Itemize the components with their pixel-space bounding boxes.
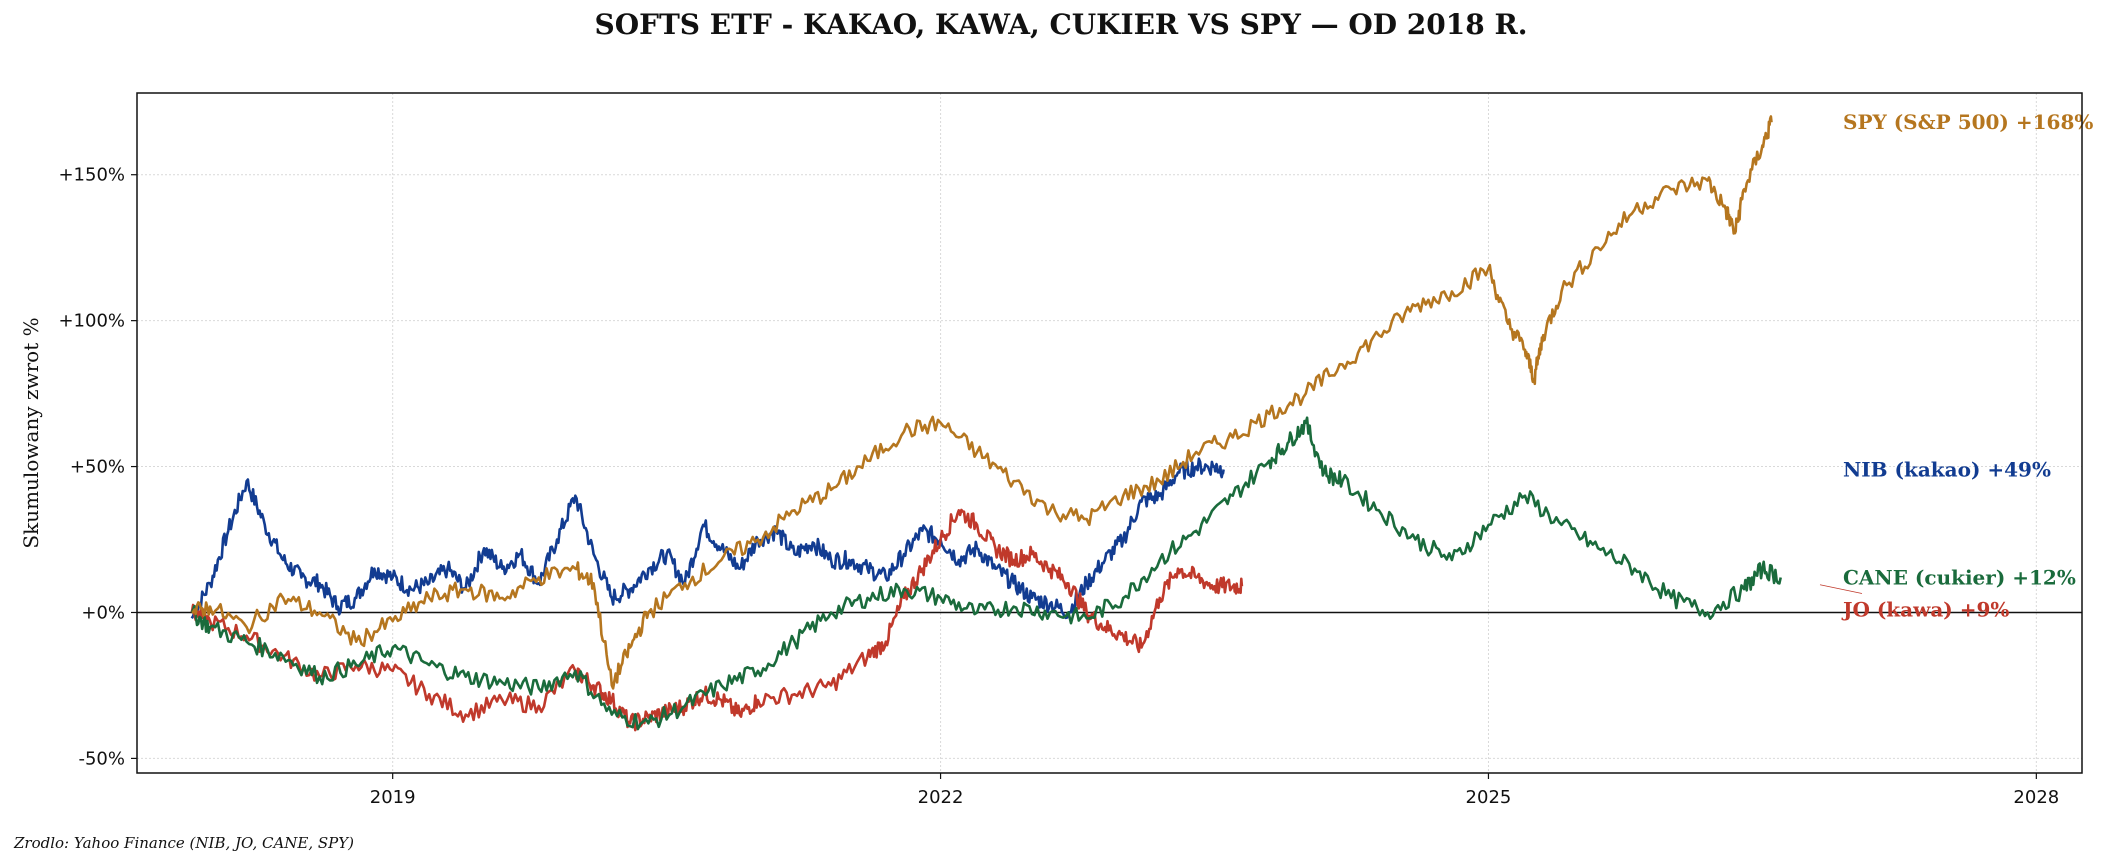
end-label-cane: CANE (cukier) +12% — [1843, 565, 2076, 589]
series-line-cane — [190, 416, 1782, 731]
y-tick-label: +50% — [70, 457, 125, 478]
chart-title: SOFTS ETF - KAKAO, KAWA, CUKIER VS SPY —… — [594, 8, 1528, 41]
y-tick-label: -50% — [78, 748, 125, 769]
y-tick-label: +100% — [58, 311, 125, 332]
y-axis-label: Skumulowany zwrot % — [19, 317, 43, 548]
y-tick-label: +0% — [81, 602, 125, 623]
x-tick-label: 2022 — [918, 787, 964, 808]
x-tick-label: 2025 — [1466, 787, 1512, 808]
end-label-nib: NIB (kakao) +49% — [1843, 457, 2051, 481]
y-tick-label: +150% — [58, 165, 125, 186]
series-line-nib — [190, 457, 1225, 620]
x-tick-label: 2028 — [2013, 787, 2059, 808]
jo-label-pointer — [1819, 584, 1863, 594]
series-line-spy — [191, 115, 1773, 690]
plot-frame — [136, 92, 2083, 774]
series-line-jo — [190, 508, 1244, 732]
source-note: Zrodlo: Yahoo Finance (NIB, JO, CANE, SP… — [14, 834, 355, 852]
x-tick-label: 2019 — [370, 787, 416, 808]
end-label-jo: JO (kawa) +9% — [1841, 598, 2009, 622]
end-label-spy: SPY (S&P 500) +168% — [1843, 110, 2093, 134]
